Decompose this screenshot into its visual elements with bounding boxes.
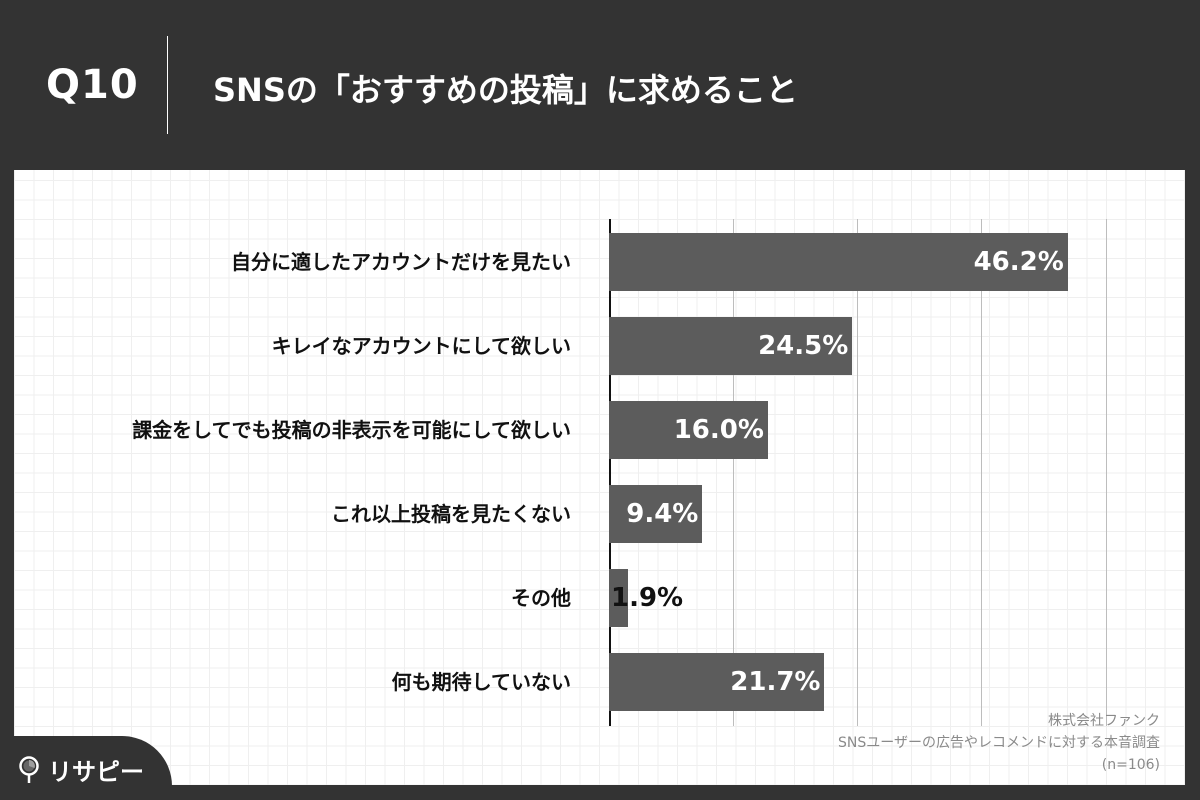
value-label: 9.4% (626, 499, 699, 529)
category-label: 自分に適したアカウントだけを見たい (231, 250, 571, 274)
source-sample: (n=106) (1101, 757, 1160, 773)
bar-row: 自分に適したアカウントだけを見たい 46.2% (0, 233, 1200, 291)
bar-row: キレイなアカウントにして欲しい 24.5% (0, 317, 1200, 375)
gridline (857, 219, 859, 726)
value-label: 1.9% (611, 583, 684, 613)
source-note: 株式会社ファンク SNSユーザーの広告やレコメンドに対する本音調査 (n=106… (838, 710, 1160, 776)
source-company: 株式会社ファンク (1048, 713, 1160, 729)
bar (609, 485, 703, 543)
bar (609, 569, 628, 627)
value-label: 16.0% (673, 415, 764, 445)
gridline (981, 219, 983, 726)
bar-row: これ以上投稿を見たくない 9.4% (0, 485, 1200, 543)
header-divider (167, 36, 168, 134)
bottom-bar (0, 785, 1200, 800)
value-label: 46.2% (973, 247, 1064, 277)
category-label: 何も期待していない (391, 670, 571, 694)
bar-row: 課金をしてでも投稿の非表示を可能にして欲しい 16.0% (0, 401, 1200, 459)
category-label: その他 (511, 586, 571, 610)
logo-text: リサピー (48, 758, 144, 786)
bar (609, 401, 768, 459)
bar (609, 317, 853, 375)
category-label: これ以上投稿を見たくない (331, 502, 571, 526)
page-title: SNSの「おすすめの投稿」に求めること (213, 71, 798, 109)
logo: リサピー (18, 752, 144, 787)
chart-axis (609, 219, 611, 726)
value-label: 24.5% (758, 331, 849, 361)
question-number: Q10 (46, 62, 139, 108)
bar (609, 233, 1068, 291)
magnifier-pie-icon (19, 755, 39, 783)
bar-row: 何も期待していない 21.7% (0, 653, 1200, 711)
bar-row: その他 1.9% (0, 569, 1200, 627)
gridline (733, 219, 735, 726)
category-label: 課金をしてでも投稿の非表示を可能にして欲しい (132, 418, 571, 442)
bar (609, 653, 825, 711)
source-survey: SNSユーザーの広告やレコメンドに対する本音調査 (838, 735, 1160, 751)
category-label: キレイなアカウントにして欲しい (271, 334, 571, 358)
gridline (1105, 219, 1107, 726)
value-label: 21.7% (730, 667, 821, 697)
